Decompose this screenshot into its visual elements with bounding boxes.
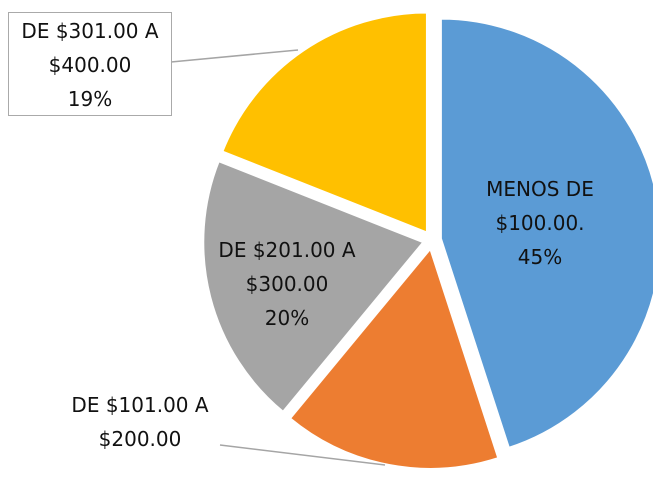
leader-line [170,49,299,63]
value-label: 45% [517,245,563,269]
value-label: 19% [67,87,113,111]
category-label: MENOS DE $100.00. [486,177,594,235]
label-box [8,12,172,116]
value-label: 20% [264,306,310,330]
pie-slice [288,246,500,470]
data-label: DE $301.00 A $400.00 19% [9,14,171,116]
leader-line [219,444,386,466]
category-label: DE $101.00 A $200.00 [71,393,209,451]
pie-slice [221,11,428,235]
data-label: DE $101.00 A $200.00 [65,388,215,456]
category-label: DE $201.00 A $300.00 [218,238,356,296]
data-label: DE $201.00 A $300.00 20% [207,233,367,335]
data-label: MENOS DE $100.00. 45% [465,172,615,274]
slices [202,11,653,470]
category-label: DE $301.00 A $400.00 [21,19,159,77]
pie-slice [439,17,653,450]
pie-slice [202,159,425,414]
